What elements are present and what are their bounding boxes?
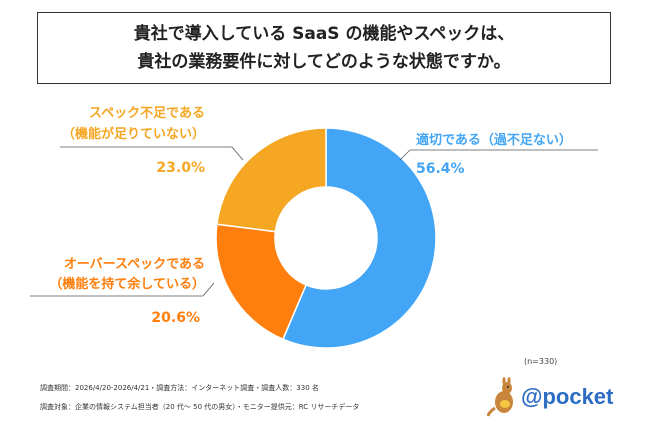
logo-text: @pocket [521,384,614,409]
footer-survey-target: 調査対象：企業の情報システム担当者（20 代～ 50 代の男女）・モニター提供元… [40,403,360,411]
donut-slice-0 [281,127,437,349]
page-title-line-2: 貴社の業務要件に対してどのような状態ですか。 [137,52,511,72]
leader-line-2 [231,146,244,161]
leader-line-0 [399,149,411,161]
slice-value-2: 23.0% [156,160,205,176]
slice-label-sub-1: （機能を持て余している） [49,276,205,292]
title-box: 貴社で導入している SaaS の機能やスペックは、 貴社の業務要件に対してどのよ… [37,12,611,84]
leader-line-1 [202,282,215,297]
slice-value-0: 56.4% [416,161,465,177]
slice-label-sub-2: （機能が足りていない） [62,126,205,142]
page-title-line-1: 貴社で導入している SaaS の機能やスペックは、 [133,24,515,44]
donut-slice-2 [216,127,327,233]
kangaroo-icon [486,377,513,417]
slice-value-1: 20.6% [151,310,200,326]
slice-label-1: オーバースペックである [64,257,205,272]
slice-label-0: 適切である（過不足ない） [416,132,572,148]
logo: @pocket [486,376,617,418]
donut-slice-1 [215,223,308,341]
slice-label-2: スペック不足である [89,106,205,121]
sample-size: (n=330) [524,357,558,366]
footer-survey-period: 調査期間：2026/4/20-2026/4/21・調査方法：インターネット調査・… [40,384,319,392]
